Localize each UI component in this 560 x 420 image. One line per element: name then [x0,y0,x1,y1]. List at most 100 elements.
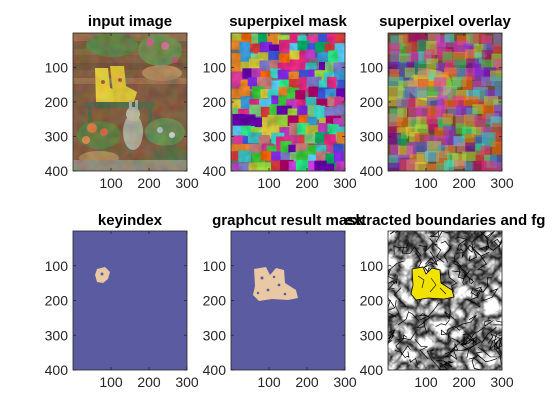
superpixel-cell [417,78,429,91]
superpixel-cell [456,142,467,153]
superpixel-cell [426,115,438,130]
superpixel-cell [444,99,459,109]
superpixel-cell [464,67,476,81]
superpixel-cell [472,33,486,43]
x-tick-label: 300 [175,175,199,191]
superpixel-cell [388,154,400,168]
superpixel-cell [389,69,400,82]
superpixel-cell [388,76,404,88]
y-tick-label: 300 [45,129,69,145]
superpixel-cell [416,116,428,129]
y-tick-label: 200 [360,94,384,110]
superpixel-cell [436,163,449,171]
superpixel-cell [493,33,502,47]
y-tick-label: 300 [203,129,227,145]
superpixel-cell [425,163,437,171]
y-tick-label: 400 [203,163,227,179]
superpixel-cell [406,159,419,171]
superpixel-cell [424,49,435,64]
superpixel-cell [447,106,462,117]
superpixel-cell [444,33,455,48]
x-tick-label: 200 [295,175,319,191]
superpixel-cell [426,58,439,69]
superpixel-cell [490,154,502,166]
superpixel-cell [390,50,400,65]
superpixel-cell [481,126,493,138]
superpixel-cell [426,97,442,109]
superpixel-cell [456,35,470,45]
superpixel-cell [491,44,502,55]
x-tick-label: 300 [333,175,357,191]
superpixel-label-map [231,33,345,171]
panel-title: input image [88,13,172,30]
superpixel-cell [490,116,502,128]
superpixel-cell [435,105,446,120]
x-tick-label: 100 [257,175,281,191]
x-tick-label: 300 [490,374,514,390]
superpixel-cell [435,35,450,47]
superpixel-cell [442,51,453,63]
panel-graphcut-result-mask: graphcut result mask 100 200 300 100 200 300 4… [203,212,365,390]
superpixel-cell [453,159,466,169]
superpixel-cell [388,133,401,145]
superpixel-cell [471,126,484,137]
superpixel-cell [463,114,476,129]
keyindex-background [73,231,187,370]
superpixel-cell [436,62,449,75]
x-tick-label: 200 [452,374,476,390]
superpixel-cell [398,34,409,47]
superpixel-overlay-image [388,33,502,171]
superpixel-cell [405,126,418,137]
superpixel-cell [456,68,468,81]
superpixel-cell [405,41,420,54]
superpixel-cell [454,59,467,70]
x-tick-label: 300 [333,374,357,390]
superpixel-cell [428,71,442,81]
y-tick-label: 100 [203,60,227,76]
superpixel-cell [388,162,401,171]
superpixel-cell [399,53,412,64]
superpixel-cell [397,87,410,100]
superpixel-cell [390,144,401,158]
superpixel-cell [494,162,502,171]
superpixel-cell [462,151,476,161]
superpixel-cell [464,134,476,146]
y-tick-label: 400 [203,362,227,378]
x-tick-label: 100 [99,175,123,191]
y-tick-label: 300 [45,327,69,343]
superpixel-cell [455,115,466,129]
graphcut-holes [256,275,287,296]
superpixel-cell [396,127,409,139]
superpixel-cell [397,62,410,73]
x-tick-label: 200 [137,374,161,390]
superpixel-cell [407,33,421,44]
superpixel-cell [397,134,407,147]
y-tick-label: 300 [360,129,384,145]
y-tick-label: 400 [360,163,384,179]
superpixel-cell [481,76,495,86]
y-tick-label: 100 [45,60,69,76]
superpixel-cell [428,33,441,45]
superpixel-cell [425,40,438,55]
y-tick-label: 100 [45,258,69,274]
superpixel-cell [398,145,413,158]
superpixel-cell [388,126,400,139]
y-tick-label: 200 [360,293,384,309]
superpixel-cell [462,126,476,139]
panel-title: graphcut result mask [212,212,364,229]
superpixel-cell [427,124,438,134]
superpixel-cell [452,76,467,87]
x-tick-label: 200 [452,175,476,191]
superpixel-cell [456,105,471,116]
superpixel-cell [446,136,460,147]
superpixel-cell [398,80,414,91]
superpixel-cell [437,95,448,110]
superpixel-cell [462,76,473,90]
superpixel-cell [492,58,502,73]
superpixel-cell [434,127,449,139]
panel-superpixel-overlay: superpixel overlay 100 200 300 100 200 300 400 [360,13,514,191]
superpixel-cell [481,59,496,70]
y-tick-label: 100 [360,60,384,76]
superpixel-cell [443,126,456,138]
y-tick-label: 200 [45,94,69,110]
